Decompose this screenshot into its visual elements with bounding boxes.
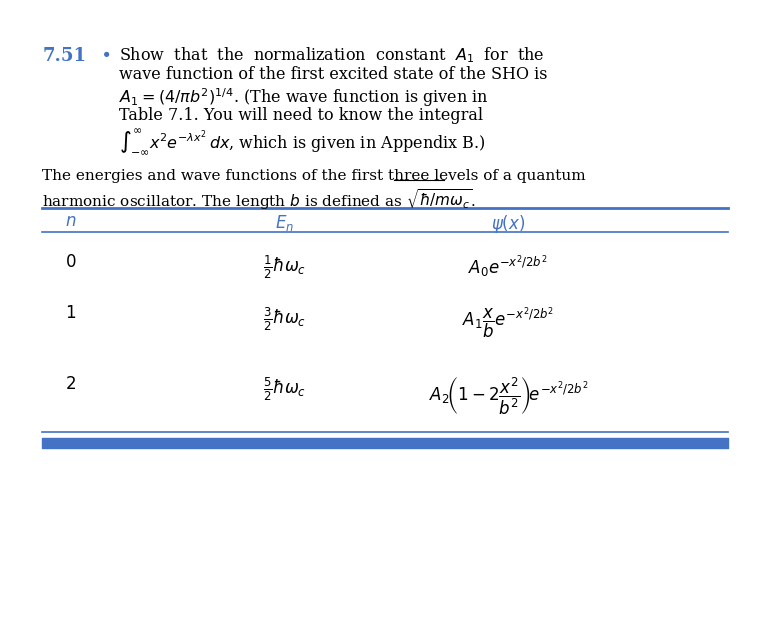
Text: 7.51: 7.51: [42, 47, 86, 65]
Text: The energies and wave functions of the first three levels of a quantum: The energies and wave functions of the f…: [42, 169, 586, 183]
Text: $A_2\!\left(1 - 2\dfrac{x^2}{b^2}\right)\!e^{-x^2/2b^2}$: $A_2\!\left(1 - 2\dfrac{x^2}{b^2}\right)…: [429, 376, 588, 417]
Text: $\psi(x)$: $\psi(x)$: [491, 213, 525, 235]
Text: $A_0 e^{-x^2/2b^2}$: $A_0 e^{-x^2/2b^2}$: [468, 254, 548, 280]
Text: $\frac{1}{2}\hbar\omega_c$: $\frac{1}{2}\hbar\omega_c$: [263, 254, 306, 281]
Text: $A_1 = (4/\pi b^2)^{1/4}$. (The wave function is given in: $A_1 = (4/\pi b^2)^{1/4}$. (The wave fun…: [119, 86, 489, 109]
Text: $\frac{5}{2}\hbar\omega_c$: $\frac{5}{2}\hbar\omega_c$: [263, 376, 306, 403]
Text: harmonic oscillator. The length $b$ is defined as $\sqrt{\hbar/m\omega_c}$.: harmonic oscillator. The length $b$ is d…: [42, 188, 477, 212]
Text: $n$: $n$: [65, 213, 77, 230]
Text: $1$: $1$: [65, 305, 76, 322]
Text: $0$: $0$: [65, 254, 77, 270]
Text: $E_n$: $E_n$: [276, 213, 294, 233]
Text: Show  that  the  normalization  constant  $A_1$  for  the: Show that the normalization constant $A_…: [119, 45, 545, 64]
Text: wave function of the first excited state of the SHO is: wave function of the first excited state…: [119, 66, 547, 83]
Text: Table 7.1. You will need to know the integral: Table 7.1. You will need to know the int…: [119, 107, 484, 124]
Text: $\frac{3}{2}\hbar\omega_c$: $\frac{3}{2}\hbar\omega_c$: [263, 305, 306, 333]
Text: $\bullet$: $\bullet$: [100, 44, 110, 62]
Text: $2$: $2$: [65, 376, 76, 393]
Text: $A_1\dfrac{x}{b}e^{-x^2/2b^2}$: $A_1\dfrac{x}{b}e^{-x^2/2b^2}$: [462, 305, 554, 341]
Text: $\int_{-\infty}^{\infty} x^2 e^{-\lambda x^2}\,dx$, which is given in Appendix B: $\int_{-\infty}^{\infty} x^2 e^{-\lambda…: [119, 128, 486, 157]
